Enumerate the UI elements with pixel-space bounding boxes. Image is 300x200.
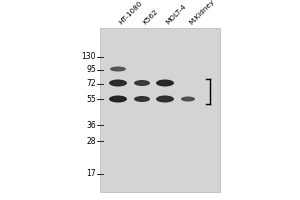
Ellipse shape [134, 96, 150, 102]
Ellipse shape [134, 80, 150, 86]
Ellipse shape [184, 98, 192, 100]
Ellipse shape [109, 96, 127, 102]
Text: 95: 95 [86, 66, 96, 74]
Ellipse shape [156, 96, 174, 102]
Text: 17: 17 [86, 170, 96, 178]
Text: M.Kidney: M.Kidney [188, 0, 216, 26]
Text: 72: 72 [86, 79, 96, 88]
Ellipse shape [138, 82, 146, 84]
Ellipse shape [156, 79, 174, 86]
Text: K562: K562 [142, 9, 159, 26]
FancyBboxPatch shape [100, 28, 220, 192]
Text: 55: 55 [86, 95, 96, 104]
Text: 130: 130 [82, 52, 96, 61]
Ellipse shape [113, 82, 123, 84]
Ellipse shape [181, 97, 195, 102]
Ellipse shape [138, 98, 146, 100]
Ellipse shape [109, 79, 127, 86]
Ellipse shape [114, 68, 122, 70]
Ellipse shape [113, 98, 123, 100]
Text: 36: 36 [86, 120, 96, 130]
Ellipse shape [160, 98, 170, 100]
Ellipse shape [110, 66, 126, 72]
Text: HT-1080: HT-1080 [118, 0, 144, 26]
Ellipse shape [160, 82, 170, 84]
Text: MOLT-4: MOLT-4 [165, 3, 188, 26]
Text: 28: 28 [86, 136, 96, 146]
